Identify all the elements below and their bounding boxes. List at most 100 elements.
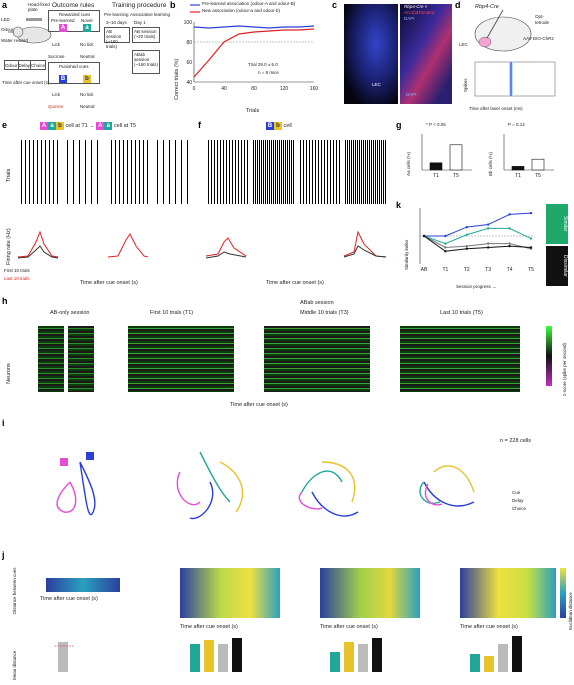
g-ylabel-1: Aa cells (%) — [406, 151, 411, 176]
e-raster-1 — [18, 140, 58, 204]
k-similarity-chart: AB T1 T2 T3 T4 T5 — [419, 208, 535, 273]
k-point — [529, 246, 533, 249]
k-point — [444, 242, 447, 245]
lick-label-2: Lick — [52, 92, 61, 97]
k-point — [487, 242, 490, 245]
g1-xtick: T1 — [433, 173, 439, 179]
pre-learned-label: Pre-learned — [51, 18, 75, 23]
k-xtick: AB — [421, 267, 428, 273]
pca-trajectory-1 — [56, 452, 96, 516]
b-ytick: 60 — [186, 60, 192, 66]
panel-label-h: h — [2, 296, 8, 306]
h-heatmap-t5 — [400, 326, 520, 392]
rewarded-label: Rewarded cues — [59, 12, 91, 17]
j-ylabel-2: Mean distance — [12, 650, 17, 680]
e-raster-4 — [152, 140, 192, 204]
e-header-text: cell at T1 — [65, 123, 88, 129]
h-ylabel: Neurons — [6, 363, 12, 384]
h-middle: Middle 10 trials (T3) — [300, 310, 349, 316]
b-xtick: 160 — [310, 86, 319, 92]
neutral-label: Neutral — [80, 54, 95, 59]
k-xtick: T1 — [442, 267, 448, 273]
phase-delay: Delay — [18, 61, 32, 69]
outcome-rules-title: Outcome rules — [52, 2, 95, 9]
k-point — [508, 213, 511, 216]
panel-i: i n = 228 cells Cue Delay Choice — [0, 418, 574, 548]
e-xlabel: Time after cue onset (s) — [80, 280, 138, 286]
panel-label-g: g — [396, 120, 402, 130]
g-aa-bar-chart: T1 T5 — [421, 134, 472, 179]
sucrose-label: Sucrose — [48, 54, 65, 59]
i-legend-choice: Choice — [512, 506, 527, 511]
abab-session-box: ABab session (~160 trials) — [132, 50, 160, 74]
c-dapi: DAPI — [404, 16, 415, 21]
mouse-illustration — [8, 18, 52, 44]
k-xtick: T4 — [507, 267, 513, 273]
rewarded-box: Rewarded cues Pre-learned Novel A a — [48, 10, 100, 32]
k-point — [465, 233, 468, 236]
panel-label-i: i — [2, 418, 5, 428]
j-heatmap-4 — [460, 568, 556, 618]
b-annotation-n: n = 8 mice — [258, 70, 279, 75]
g1-xtick: T5 — [453, 173, 459, 179]
h-cbar-label: z-score (spike per second) — [562, 342, 567, 396]
e-firing-rate-chart — [17, 212, 194, 262]
d-trode: tetrode — [535, 20, 550, 25]
head-fixed-label: Head-fixed plate — [28, 2, 50, 12]
brain-section-image — [344, 4, 398, 104]
b-xtick: 0 — [193, 86, 196, 92]
d-lec: LEC — [459, 42, 468, 47]
b-ytick: 100 — [184, 20, 193, 26]
nolick-label-2: No lick — [80, 92, 94, 97]
f-firing-rate-chart — [205, 230, 387, 259]
training-title: Training procedure — [112, 2, 167, 9]
brain-outline-illustration — [474, 9, 532, 52]
g2-bar-T1 — [511, 166, 525, 171]
panel-h: h AB-only session ABab session First 10 … — [0, 296, 574, 414]
d-aav: AAV-DIO-ChR2 — [523, 36, 554, 41]
e-ylabel-rate: Firing rate (Hz) — [6, 228, 12, 265]
g-p1: * P < 0.05 — [426, 122, 446, 127]
phase-odour: Odour — [5, 61, 19, 69]
g-ylabel-2: Bb cells (%) — [488, 151, 493, 176]
i-legend-delay: Delay — [512, 498, 524, 503]
panel-label-d: d — [455, 0, 461, 10]
lick-label: Lick — [52, 42, 61, 47]
k-similar-arrow: Similar — [546, 204, 568, 244]
h-abab: ABab session — [300, 300, 334, 306]
k-point — [444, 246, 447, 249]
panel-c: c Rbp4-Cre × Ai14(tdTomato) DAPI LEC DAP… — [332, 0, 452, 110]
cue-a-icon-2: a — [104, 122, 113, 130]
c-lec-label: LEC — [372, 82, 381, 87]
cue-B-icon: B — [59, 75, 67, 83]
days-label: 3–10 days — [106, 20, 127, 25]
nolick-label: No lick — [80, 42, 94, 47]
phase-choice: Choice — [31, 63, 46, 68]
e-raster-3 — [108, 140, 148, 204]
k-point — [508, 242, 511, 245]
h-heatmap-t1 — [128, 326, 234, 392]
day1-label: Day 1 — [134, 20, 146, 25]
h-ab-only: AB-only session — [50, 310, 90, 316]
k-dissimilar-label: Dissimilar — [562, 255, 568, 277]
ab-session-box-2: AB session (~20 trials) — [132, 27, 160, 43]
pca-trajectory-3 — [298, 461, 359, 517]
legend-new: New association (odour-a and odour-b) — [202, 8, 281, 13]
b-ylabel: Correct trials (%) — [174, 58, 180, 100]
j-ylabel-1: Distance between cues — [12, 567, 17, 614]
k-point — [487, 223, 490, 226]
d-opt: Opt- — [535, 14, 544, 19]
neutral-label-2: Neutral — [80, 104, 95, 109]
j-bar-3 — [330, 638, 382, 672]
cue-A-icon: A — [40, 122, 48, 130]
j-colorbar — [560, 568, 566, 618]
j-bar-4 — [470, 636, 522, 672]
cue-A-icon-2: A — [96, 122, 105, 130]
h-heatmap-t3 — [264, 326, 370, 392]
pre-training-label: Pre-learning — [104, 12, 129, 17]
panel-b: b Pre-learned association (odour-A and o… — [168, 0, 328, 118]
